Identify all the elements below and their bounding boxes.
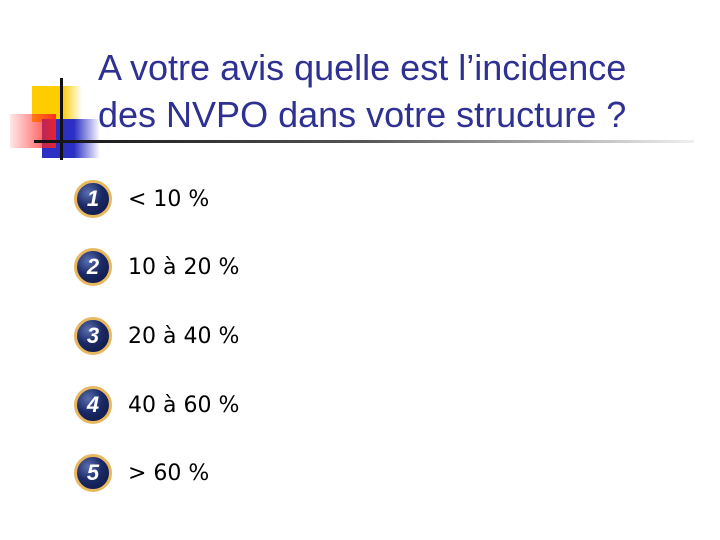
option-1[interactable]: 1 < 10 % (74, 179, 209, 219)
option-label: 20 à 40 % (128, 323, 240, 349)
option-label: > 60 % (128, 460, 210, 486)
option-4[interactable]: 4 40 à 60 % (74, 385, 239, 425)
slide-title: A votre avis quelle est l’incidence des … (98, 44, 626, 138)
option-5[interactable]: 5 > 60 % (74, 453, 209, 493)
option-label: 10 à 20 % (128, 254, 240, 280)
option-label: < 10 % (128, 186, 210, 212)
number-badge-icon: 4 (74, 386, 112, 424)
number-badge-icon: 2 (74, 248, 112, 286)
number-badge-icon: 1 (74, 180, 112, 218)
title-underline (34, 140, 694, 143)
option-3[interactable]: 3 20 à 40 % (74, 316, 239, 356)
number-badge-icon: 3 (74, 317, 112, 355)
title-line-1: A votre avis quelle est l’incidence (98, 47, 627, 88)
option-2[interactable]: 2 10 à 20 % (74, 247, 239, 287)
number-badge-icon: 5 (74, 454, 112, 492)
option-label: 40 à 60 % (128, 392, 240, 418)
decor-vertical-line (60, 78, 63, 160)
title-line-2: des NVPO dans votre structure ? (98, 94, 627, 135)
